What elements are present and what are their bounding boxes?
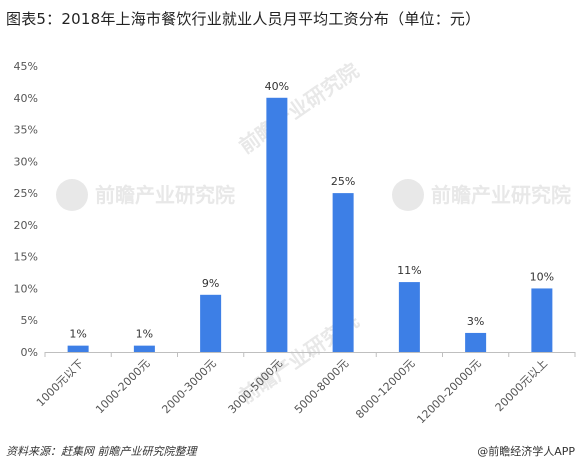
watermark-logo-1: 前瞻产业研究院 [56, 179, 235, 211]
brand-label: @前瞻经济学人APP [477, 445, 575, 458]
bar-value-label: 1% [69, 328, 86, 341]
bar-value-label: 1% [136, 328, 153, 341]
x-tick-label: 20000元以上 [493, 357, 550, 414]
watermark-text-3: 前瞻产业研究院 [235, 58, 363, 158]
bar-value-label: 40% [265, 80, 289, 93]
y-tick-label: 15% [14, 251, 38, 264]
y-tick-label: 35% [14, 124, 38, 137]
bar [67, 345, 89, 352]
y-tick-label: 45% [14, 60, 38, 73]
bar-value-label: 3% [467, 315, 484, 328]
bar [465, 332, 487, 352]
y-tick-label: 20% [14, 219, 38, 232]
x-tick-label: 8000-12000元 [353, 357, 417, 421]
y-tick-label: 5% [21, 314, 38, 327]
bar-value-labels: 1% 1% 9% 40% 25% 11% 3% 10% [69, 80, 554, 341]
bar [398, 282, 420, 352]
x-tick-label: 2000-3000元 [159, 357, 218, 416]
y-tick-label: 25% [14, 187, 38, 200]
bar [133, 345, 155, 352]
watermark-text-2: 前瞻产业研究院 [431, 183, 571, 207]
bar [266, 97, 288, 353]
y-axis: 0% 5% 10% 15% 20% 25% 30% 35% 40% 45% [14, 60, 38, 359]
bar-value-label: 11% [397, 264, 421, 277]
chart-title: 图表5：2018年上海市餐饮行业就业人员月平均工资分布（单位：元） [6, 10, 481, 28]
y-tick-label: 0% [21, 346, 38, 359]
x-tick-label: 1000元以下 [34, 357, 86, 409]
bar-value-label: 25% [331, 175, 355, 188]
watermark-logo-2: 前瞻产业研究院 [392, 179, 571, 211]
bar [531, 288, 553, 352]
bar-value-label: 10% [530, 270, 554, 283]
y-tick-label: 10% [14, 282, 38, 295]
x-tick-label: 12000-20000元 [414, 357, 483, 426]
bar [332, 193, 354, 352]
source-note: 资料来源：赶集网 前瞻产业研究院整理 [6, 445, 197, 458]
watermarks: 前瞻产业研究院 前瞻产业研究院 前瞻产业研究院 前瞻产业研究院 [56, 58, 571, 408]
bars [67, 97, 553, 353]
watermark-text-1: 前瞻产业研究院 [95, 183, 235, 207]
bar [200, 294, 222, 352]
watermark-logo-3: 前瞻产业研究院 [235, 58, 363, 158]
x-tick-label: 1000-2000元 [93, 357, 152, 416]
y-tick-label: 30% [14, 155, 38, 168]
y-tick-label: 40% [14, 92, 38, 105]
bar-value-label: 9% [202, 277, 219, 290]
